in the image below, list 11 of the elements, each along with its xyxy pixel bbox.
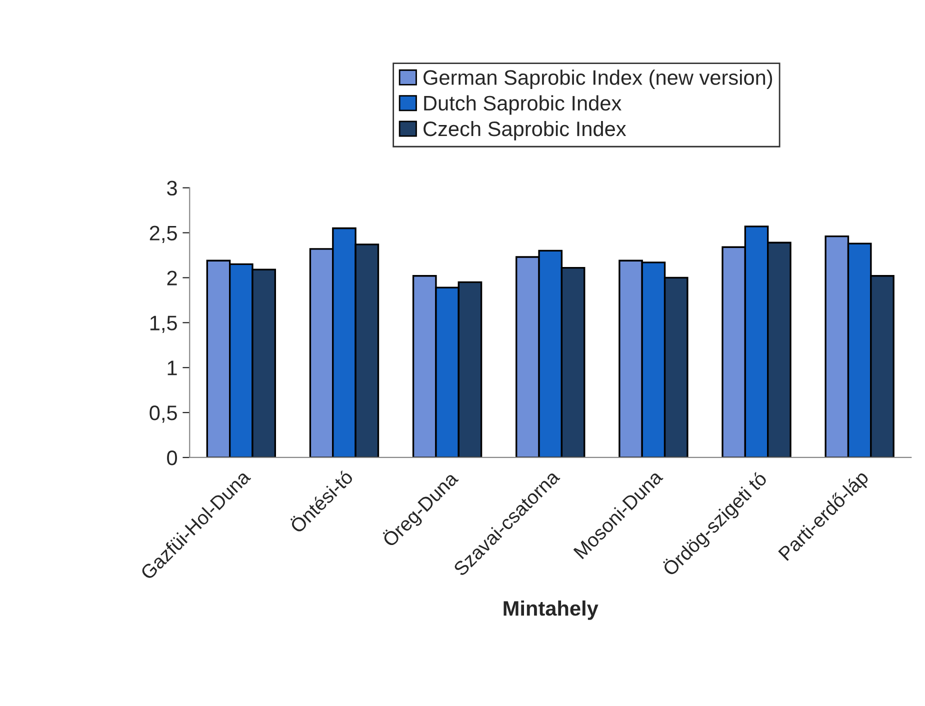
y-tick-label: 0,5 [150, 406, 177, 423]
y-tick-label: 1,5 [150, 316, 177, 333]
x-axis-title: Mintahely [504, 600, 598, 620]
y-tick-label: 0 [167, 450, 178, 466]
y-tick-label: 3 [167, 180, 177, 196]
legend-label: German Saprobic Index (new version) [424, 70, 772, 90]
legend-label: Czech Saprobic Index [424, 120, 626, 140]
y-tick-label: 1 [168, 360, 177, 376]
y-tick-label: 2,5 [150, 226, 177, 243]
legend-label: Dutch Saprobic Index [424, 95, 622, 115]
y-tick-label: 2 [167, 270, 177, 286]
